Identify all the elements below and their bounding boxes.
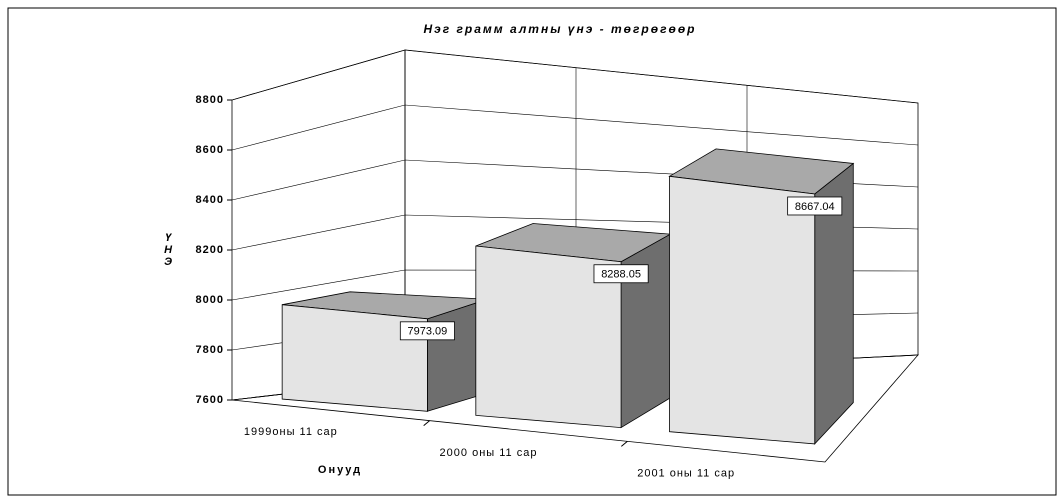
x-axis-label: Онууд — [318, 464, 362, 476]
x-tick-label: 2000 оны 11 сар — [440, 447, 538, 459]
bar-front — [475, 245, 622, 429]
data-label: 7973.09 — [408, 326, 448, 338]
data-label: 8667.04 — [795, 201, 835, 213]
bar-side — [620, 233, 671, 429]
x-tick — [621, 440, 628, 447]
y-tick-label: 8200 — [196, 244, 224, 256]
y-tick-label: 7600 — [196, 394, 224, 406]
chart-title: Нэг грамм алтны үнэ - төгрөгөөр — [424, 22, 697, 36]
x-tick-label: 2001 оны 11 сар — [637, 468, 735, 480]
grid-line — [231, 104, 919, 151]
y-tick-label: 8800 — [196, 94, 224, 106]
x-tick-label: 1999оны 11 сар — [244, 426, 338, 438]
y-tick-label: 8600 — [196, 144, 224, 156]
bar-front — [281, 304, 428, 412]
label-box — [593, 264, 649, 284]
label-box — [787, 196, 843, 216]
y-tick-label: 7800 — [196, 344, 224, 356]
label-box — [399, 321, 455, 341]
y-tick-label: 8000 — [196, 294, 224, 306]
bar-front — [669, 175, 816, 445]
x-tick — [423, 420, 430, 427]
data-label: 8288.05 — [601, 269, 641, 281]
y-axis-label: ҮНЭ — [162, 232, 174, 268]
y-tick-label: 8400 — [196, 194, 224, 206]
grid-line — [231, 49, 919, 104]
